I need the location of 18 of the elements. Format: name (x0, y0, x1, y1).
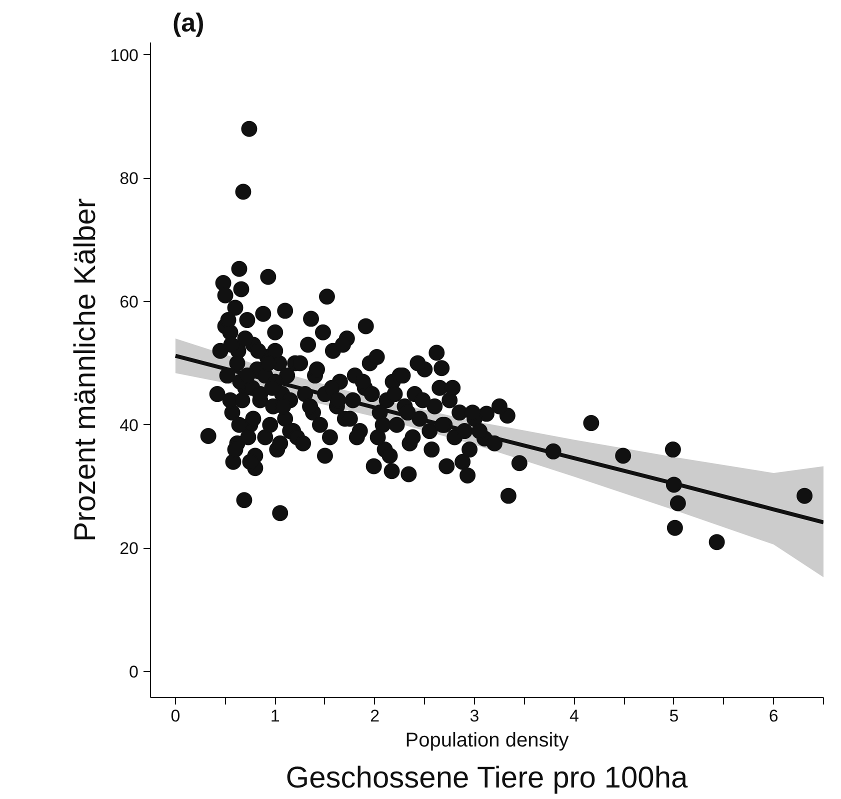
x-tick-label: 3 (470, 706, 480, 726)
y-tick-label: 80 (120, 169, 139, 188)
x-tick-label: 2 (370, 706, 380, 726)
y-axis-title: Prozent männliche Kälber (69, 198, 102, 542)
chart-title: (a) (172, 8, 204, 38)
y-tick-label: 40 (120, 416, 139, 435)
x-tick-label: 4 (570, 706, 579, 726)
text: Geschossene Tiere pro 100ha (286, 762, 688, 794)
y-tick-label: 100 (110, 46, 139, 65)
x-tick-label: 0 (170, 706, 180, 726)
x-axis-title: Population density (405, 730, 569, 752)
x-tick-label: 1 (270, 706, 280, 726)
x-tick-label: 5 (669, 706, 679, 726)
y-tick-label: 0 (129, 662, 139, 682)
line-series (173, 354, 824, 524)
y-tick-label: 60 (120, 292, 139, 312)
y-tick-label: 20 (120, 539, 139, 558)
x-tick-label: 6 (768, 706, 778, 726)
